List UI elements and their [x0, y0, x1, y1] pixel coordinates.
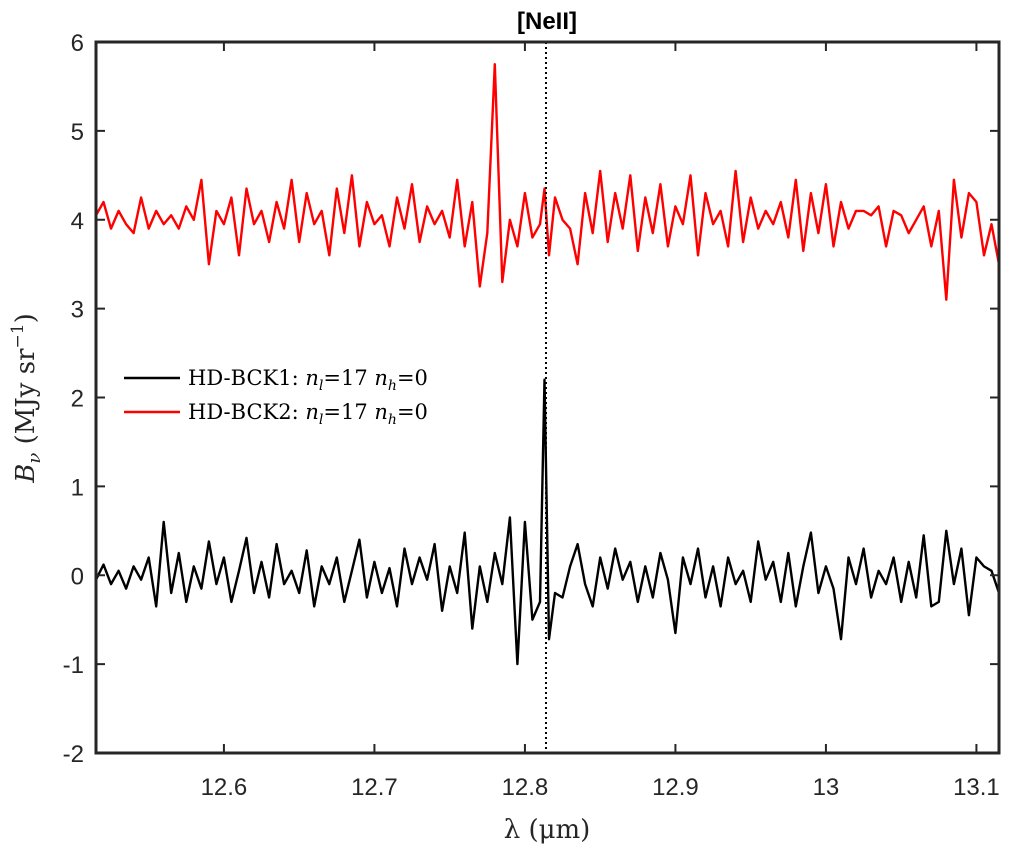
y-tick-label: 0	[71, 563, 84, 590]
plot-background	[96, 42, 999, 753]
chart-title: [NeII]	[517, 8, 577, 35]
x-tick-label: 13.1	[953, 774, 1000, 801]
x-tick-label: 12.9	[652, 774, 699, 801]
y-axis-label-subscript: ν	[24, 453, 45, 464]
series-line-1	[94, 378, 1001, 666]
y-tick-label: 2	[71, 386, 84, 413]
ticks-layer: 12.6 12.7 12.8 12.9 13 13.1 -2 -1 0 1 2 3 4 5 6	[63, 30, 1000, 801]
y-tick-label: -2	[63, 741, 84, 768]
x-tick-label: 13	[813, 774, 840, 801]
legend: HD-BCK1: nl=17 nh=0 HD-BCK2: nl=17 nh=0	[124, 366, 428, 428]
y-tick-label: 3	[71, 297, 84, 324]
y-tick-label: 4	[71, 208, 84, 235]
series-line-2	[94, 62, 1001, 301]
y-axis-label-symbol: B	[11, 464, 41, 484]
plot-area	[96, 42, 999, 753]
y-tick-label: 1	[71, 474, 84, 501]
x-tick-label: 12.8	[502, 774, 549, 801]
y-axis-label-close: )	[11, 313, 41, 323]
x-axis-label: λ (μm)	[504, 815, 591, 845]
y-axis-label: Bν (MJy sr−1)	[8, 313, 45, 483]
legend-entry-hd-bck2: HD-BCK2: nl=17 nh=0	[188, 400, 428, 428]
y-axis-label-units: (MJy sr	[11, 348, 41, 453]
y-tick-label: 6	[71, 30, 84, 57]
x-tick-label: 12.7	[351, 774, 398, 801]
y-axis-label-exponent: −1	[8, 323, 28, 348]
series-layer	[94, 62, 1001, 666]
y-tick-label: -1	[63, 652, 84, 679]
y-tick-label: 5	[71, 119, 84, 146]
legend-entry-hd-bck1: HD-BCK1: nl=17 nh=0	[188, 366, 428, 394]
x-tick-label: 12.6	[201, 774, 248, 801]
